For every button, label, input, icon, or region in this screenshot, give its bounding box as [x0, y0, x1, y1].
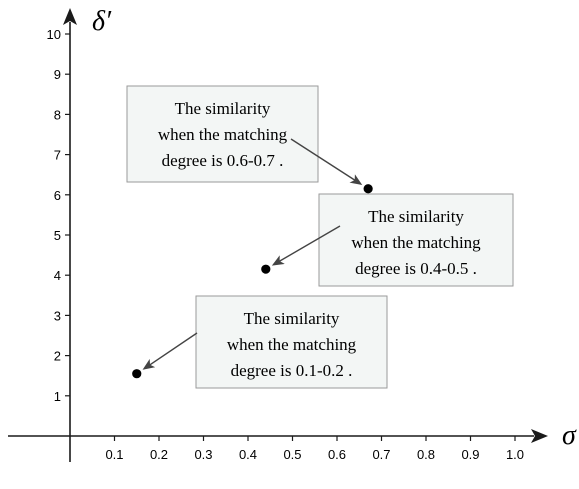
x-tick-label: 0.8 [417, 447, 435, 462]
y-tick-label: 3 [54, 308, 61, 323]
callout-text-line: The similarity [175, 99, 271, 118]
callout-arrow [271, 225, 341, 266]
y-tick-label: 8 [54, 107, 61, 122]
x-axis-arrow [531, 429, 548, 443]
x-tick-label: 0.4 [239, 447, 257, 462]
y-tick-label: 4 [54, 268, 61, 283]
y-tick-label: 5 [54, 228, 61, 243]
data-point [132, 369, 142, 379]
data-point [363, 184, 373, 194]
y-axis-arrow [63, 8, 77, 25]
y-tick-label: 9 [54, 67, 61, 82]
y-tick-label: 6 [54, 188, 61, 203]
x-tick-label: 0.2 [150, 447, 168, 462]
x-axis-title: σ [562, 420, 577, 451]
data-points [132, 184, 373, 379]
y-axis-title: δ′ [92, 6, 112, 37]
y-tick-label: 7 [54, 148, 61, 163]
x-tick-label: 0.3 [194, 447, 212, 462]
callout-text-line: The similarity [244, 309, 340, 328]
ticks: 0.1 0.2 0.3 0.4 0.5 0.6 0.7 0.8 0.9 1.0 1 2 3 4 5 6 7 8 9 1… [47, 27, 525, 462]
callout-arrow [290, 138, 363, 185]
axes [8, 8, 548, 462]
callout-arrow [142, 332, 198, 370]
y-tick-label: 2 [54, 349, 61, 364]
callout-text-line: when the matching [227, 335, 357, 354]
annotation-callout: The similarity when the matching degree is… [126, 85, 363, 185]
x-tick-label: 0.7 [372, 447, 390, 462]
callout-box [318, 193, 514, 287]
x-tick-label: 0.9 [461, 447, 479, 462]
callout-text-line: The similarity [368, 207, 464, 226]
x-tick-label: 0.1 [105, 447, 123, 462]
callout-text-line: when the matching [351, 233, 481, 252]
data-point [261, 264, 271, 274]
x-tick-label: 1.0 [506, 447, 524, 462]
callout-text-line: degree is 0.4-0.5 . [355, 259, 477, 278]
callout-text-line: when the matching [158, 125, 288, 144]
x-tick-label: 0.6 [328, 447, 346, 462]
annotation-callout: The similarity when the matching degree is… [271, 193, 514, 287]
x-tick-label: 0.5 [283, 447, 301, 462]
annotation-callout: The similarity when the matching degree is… [142, 295, 388, 389]
callout-text-line: degree is 0.6-0.7 . [162, 151, 284, 170]
callouts: The similarity when the matching degree is… [126, 85, 514, 389]
callout-box [195, 295, 388, 389]
callout-box [126, 85, 319, 183]
y-tick-label: 10 [47, 27, 61, 42]
y-tick-label: 1 [54, 389, 61, 404]
callout-text-line: degree is 0.1-0.2 . [231, 361, 353, 380]
